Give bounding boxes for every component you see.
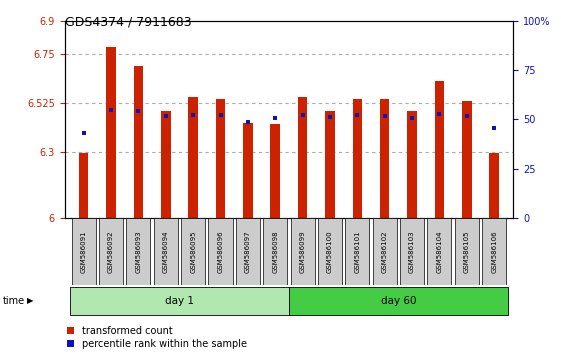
- Bar: [427, 218, 452, 285]
- Bar: [298, 97, 307, 218]
- Bar: [181, 218, 205, 285]
- Bar: [134, 66, 143, 218]
- Bar: [407, 111, 417, 218]
- Bar: [318, 218, 342, 285]
- Text: GSM586091: GSM586091: [81, 230, 86, 273]
- Bar: [106, 47, 116, 218]
- Text: time: time: [3, 296, 25, 306]
- Bar: [400, 218, 424, 285]
- Bar: [270, 124, 280, 218]
- Text: GSM586100: GSM586100: [327, 230, 333, 273]
- Text: day 60: day 60: [380, 296, 416, 306]
- Legend: transformed count, percentile rank within the sample: transformed count, percentile rank withi…: [67, 326, 247, 349]
- Text: GDS4374 / 7911683: GDS4374 / 7911683: [65, 16, 191, 29]
- Bar: [482, 218, 506, 285]
- Bar: [79, 153, 89, 218]
- Text: GSM586096: GSM586096: [218, 230, 223, 273]
- Bar: [236, 218, 260, 285]
- Bar: [99, 218, 123, 285]
- Bar: [216, 99, 226, 218]
- Bar: [70, 287, 289, 315]
- Bar: [352, 99, 362, 218]
- Text: GSM586106: GSM586106: [491, 230, 497, 273]
- Bar: [455, 218, 479, 285]
- Bar: [289, 287, 508, 315]
- Text: GSM586092: GSM586092: [108, 230, 114, 273]
- Bar: [373, 218, 397, 285]
- Text: GSM586095: GSM586095: [190, 230, 196, 273]
- Text: day 1: day 1: [165, 296, 194, 306]
- Bar: [263, 218, 287, 285]
- Text: GSM586099: GSM586099: [300, 230, 306, 273]
- Bar: [188, 97, 198, 218]
- Bar: [209, 218, 233, 285]
- Text: GSM586094: GSM586094: [163, 230, 169, 273]
- Text: GSM586105: GSM586105: [464, 230, 470, 273]
- Bar: [462, 101, 472, 218]
- Bar: [345, 218, 369, 285]
- Bar: [380, 99, 389, 218]
- Bar: [126, 218, 150, 285]
- Bar: [243, 123, 252, 218]
- Bar: [291, 218, 315, 285]
- Bar: [161, 111, 171, 218]
- Text: ▶: ▶: [27, 296, 34, 306]
- Bar: [435, 81, 444, 218]
- Text: GSM586103: GSM586103: [409, 230, 415, 273]
- Text: GSM586093: GSM586093: [135, 230, 141, 273]
- Text: GSM586102: GSM586102: [381, 230, 388, 273]
- Bar: [72, 218, 96, 285]
- Text: GSM586104: GSM586104: [436, 230, 443, 273]
- Text: GSM586098: GSM586098: [272, 230, 278, 273]
- Bar: [489, 153, 499, 218]
- Bar: [325, 111, 335, 218]
- Bar: [154, 218, 178, 285]
- Text: GSM586101: GSM586101: [355, 230, 360, 273]
- Text: GSM586097: GSM586097: [245, 230, 251, 273]
